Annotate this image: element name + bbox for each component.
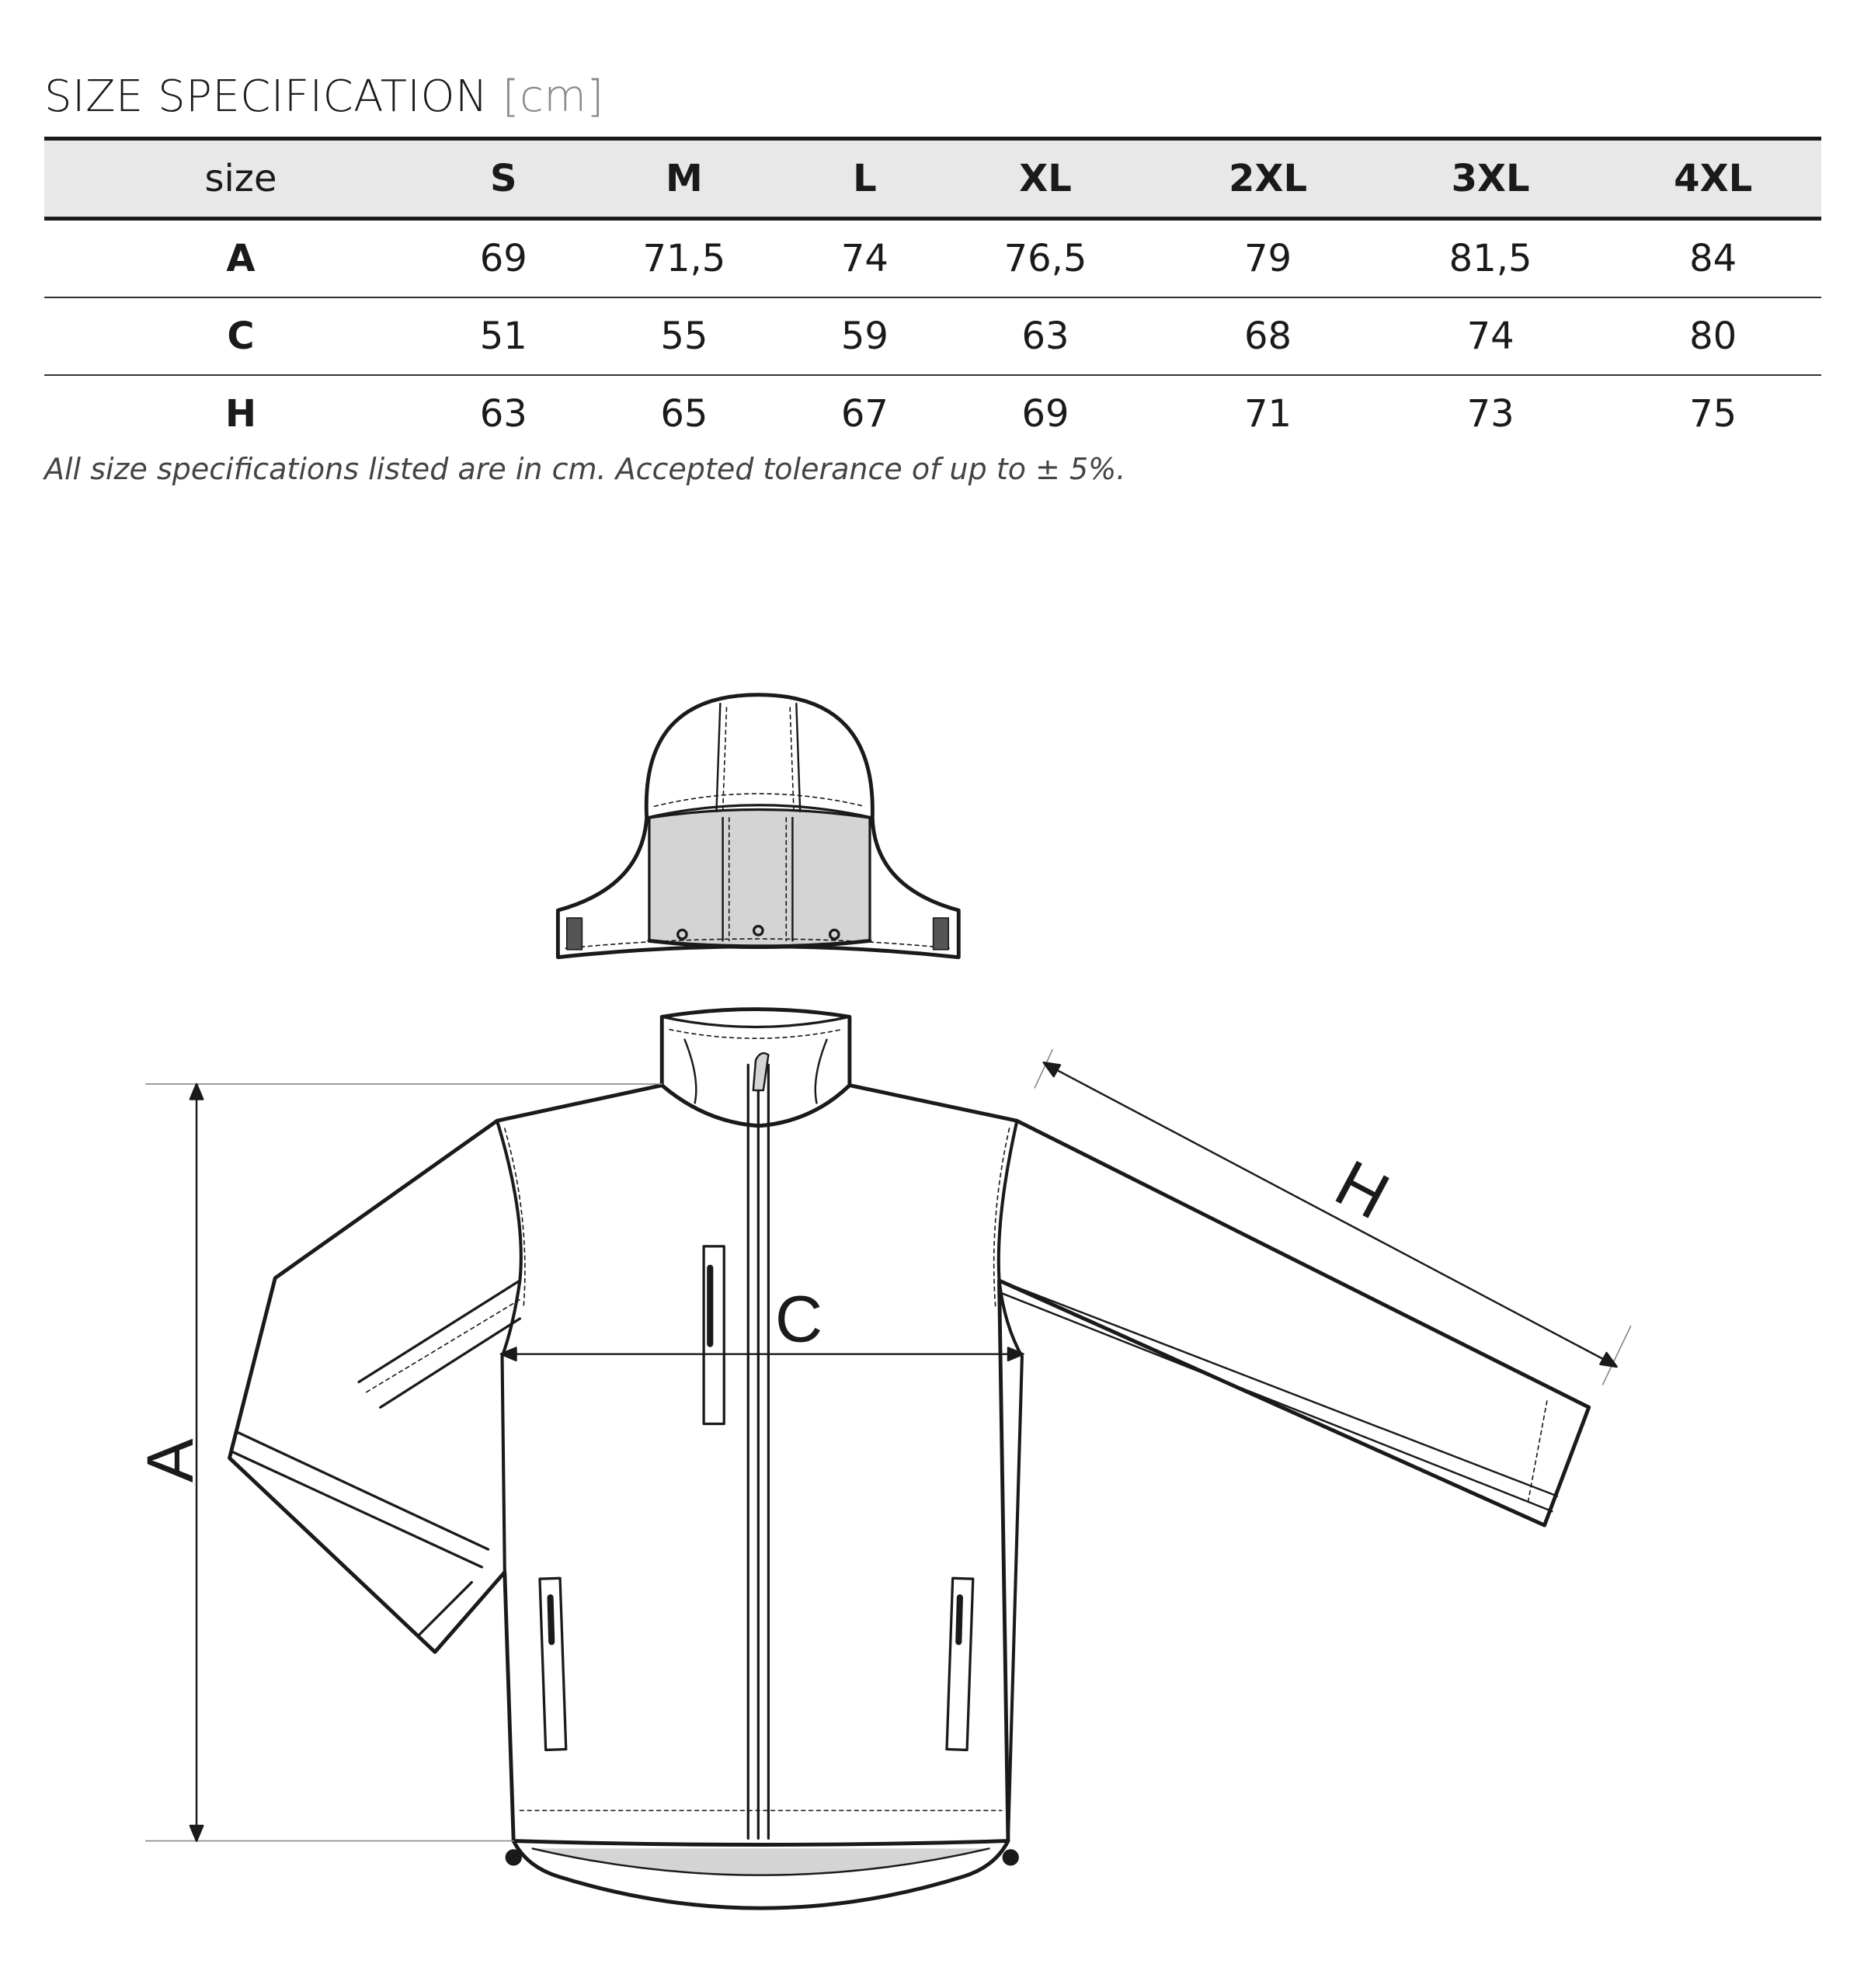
- label-h: H: [1324, 1145, 1401, 1233]
- row-label: C: [44, 297, 437, 376]
- table-cell: 63: [479, 392, 527, 436]
- table-cell: 69: [437, 218, 570, 298]
- page-title: SIZE SPECIFICATION [cm]: [44, 71, 604, 122]
- header-s: S: [437, 137, 570, 221]
- header-xl: XL: [930, 137, 1160, 221]
- table-cell: 68: [1160, 297, 1376, 376]
- label-c: C: [775, 1281, 822, 1355]
- table-cell: 65: [660, 392, 708, 436]
- table-cell: 55: [569, 297, 799, 376]
- table-cell: 81,5: [1375, 218, 1605, 298]
- table-cell: 73: [1466, 392, 1514, 436]
- table-cell: 59: [798, 297, 931, 376]
- hood-outline: [555, 693, 961, 960]
- hood-tab-right: [932, 917, 950, 951]
- table-cell: 63: [930, 297, 1160, 376]
- table-header-row: size S M L XL 2XL 3XL 4XL: [44, 137, 1821, 221]
- table-row: A 69 71,5 74 76,5 79 81,5 84: [44, 218, 1821, 298]
- hem: [511, 1839, 1010, 1910]
- row-label: A: [44, 218, 437, 298]
- table-cell: 71,5: [569, 218, 799, 298]
- header-m: M: [569, 137, 799, 221]
- zipper: [746, 1058, 770, 1840]
- table-cell: 84: [1605, 218, 1821, 298]
- chest-pocket: [702, 1245, 725, 1426]
- table-cell: 67: [840, 392, 889, 436]
- dimension-a: [144, 1083, 663, 1842]
- jacket: [228, 1007, 1591, 1910]
- dimension-c: [499, 1347, 1024, 1362]
- header-l: L: [798, 137, 931, 221]
- table-cell: 80: [1605, 297, 1821, 376]
- label-a: A: [133, 1438, 207, 1482]
- table-row: C 51 55 59 63 68 74 80: [44, 297, 1821, 376]
- table-cell: 71: [1244, 392, 1292, 436]
- hood: [555, 693, 961, 960]
- title-unit: [cm]: [502, 71, 604, 122]
- header-4xl: 4XL: [1605, 137, 1821, 221]
- row-label: H: [224, 392, 257, 436]
- table-cell: 74: [1375, 297, 1605, 376]
- pocket-right: [945, 1576, 975, 1752]
- pocket-left: [538, 1576, 568, 1752]
- table-cell: 69: [1021, 392, 1069, 436]
- header-3xl: 3XL: [1375, 137, 1605, 221]
- table-cell: 79: [1160, 218, 1376, 298]
- tolerance-note: All size specifications listed are in cm…: [44, 452, 1126, 486]
- header-2xl: 2XL: [1160, 137, 1376, 221]
- jacket-body: [228, 1083, 1591, 1847]
- hood-tab-left: [565, 917, 583, 951]
- table-cell: 76,5: [930, 218, 1160, 298]
- table-cell: 74: [798, 218, 931, 298]
- table-row: H 63 65 67 69 71 73 75: [44, 375, 1821, 452]
- size-table: size S M L XL 2XL 3XL 4XL A 69 71,5 74 76,5 7…: [44, 137, 1821, 452]
- table-cell: 51: [437, 297, 570, 376]
- title-text: SIZE SPECIFICATION: [44, 71, 489, 122]
- dimension-h: [1034, 1049, 1632, 1385]
- table-cell: 75: [1689, 392, 1737, 436]
- header-size: size: [44, 137, 437, 221]
